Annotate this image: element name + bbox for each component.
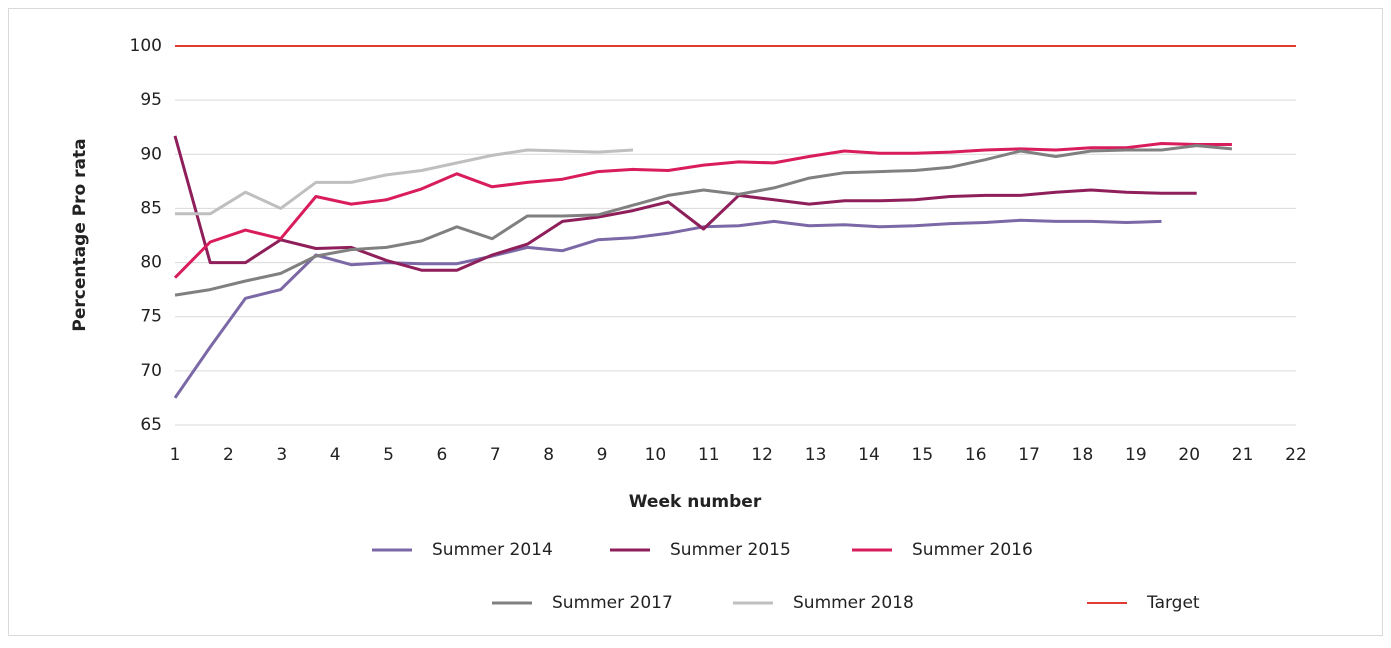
x-tick-label: 7 bbox=[490, 445, 501, 465]
x-tick-label: 6 bbox=[436, 445, 447, 465]
legend-label: Summer 2015 bbox=[670, 540, 791, 560]
x-tick-label: 4 bbox=[330, 445, 341, 465]
legend-label: Summer 2017 bbox=[552, 593, 673, 613]
y-tick-label: 95 bbox=[140, 90, 162, 110]
x-axis-title: Week number bbox=[629, 492, 762, 512]
x-tick-label: 11 bbox=[698, 445, 720, 465]
x-tick-label: 9 bbox=[597, 445, 608, 465]
y-tick-label: 70 bbox=[140, 361, 162, 381]
legend-label: Summer 2014 bbox=[432, 540, 553, 560]
y-tick-label: 75 bbox=[140, 307, 162, 327]
series-line bbox=[173, 135, 1197, 272]
y-axis-title: Percentage Pro rata bbox=[70, 138, 90, 331]
x-tick-label: 20 bbox=[1178, 445, 1200, 465]
series-line bbox=[173, 218, 1162, 399]
x-tick-label: 22 bbox=[1285, 445, 1307, 465]
x-tick-label: 15 bbox=[912, 445, 934, 465]
y-tick-label: 65 bbox=[140, 415, 162, 435]
x-tick-label: 13 bbox=[805, 445, 827, 465]
x-tick-label: 19 bbox=[1125, 445, 1147, 465]
x-tick-label: 14 bbox=[858, 445, 880, 465]
x-tick-label: 3 bbox=[276, 445, 287, 465]
x-tick-label: 12 bbox=[751, 445, 773, 465]
x-tick-label: 21 bbox=[1232, 445, 1254, 465]
x-tick-label: 8 bbox=[543, 445, 554, 465]
legend-label: Summer 2018 bbox=[793, 593, 914, 613]
x-tick-label: 10 bbox=[645, 445, 667, 465]
series-line bbox=[175, 148, 634, 216]
y-tick-label: 85 bbox=[140, 198, 162, 218]
x-tick-label: 17 bbox=[1018, 445, 1040, 465]
x-tick-label: 16 bbox=[965, 445, 987, 465]
x-tick-label: 2 bbox=[223, 445, 234, 465]
legend-label: Target bbox=[1146, 593, 1200, 613]
series-line bbox=[174, 144, 1233, 297]
legend-label: Summer 2016 bbox=[912, 540, 1033, 560]
x-tick-label: 18 bbox=[1072, 445, 1094, 465]
series-line bbox=[173, 142, 1232, 279]
x-tick-label: 1 bbox=[170, 445, 181, 465]
y-tick-label: 90 bbox=[140, 144, 162, 164]
y-tick-label: 80 bbox=[140, 253, 162, 273]
y-tick-label: 100 bbox=[130, 36, 162, 56]
chart-frame bbox=[8, 8, 1383, 636]
x-tick-label: 5 bbox=[383, 445, 394, 465]
